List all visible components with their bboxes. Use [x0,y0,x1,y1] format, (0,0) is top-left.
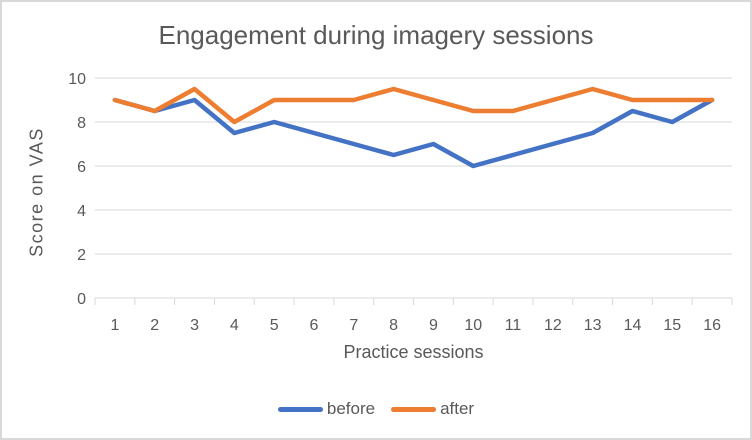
y-tick-label: 10 [68,71,86,88]
y-tick-label: 4 [77,203,86,220]
legend: before after [2,398,750,420]
x-tick-label: 16 [703,317,721,334]
y-tick-label: 8 [77,115,86,132]
x-tick-label: 13 [584,317,602,334]
x-tick-label: 7 [349,317,358,334]
x-tick-label: 1 [110,317,119,334]
x-tick-label: 15 [663,317,681,334]
x-tick-label: 3 [190,317,199,334]
x-tick-label: 14 [624,317,642,334]
after-series-swatch [391,406,437,412]
x-tick-label: 12 [544,317,562,334]
legend-item-before: before [277,399,376,419]
y-axis-title: Score on VAS [26,127,47,257]
y-tick-label: 6 [77,159,86,176]
series-line-before [112,97,715,169]
x-tick-label: 8 [389,317,398,334]
x-tick-label: 9 [429,317,438,334]
x-tick-label: 10 [464,317,482,334]
before-series-swatch [277,406,323,412]
y-tick-label: 2 [77,247,86,264]
legend-item-after: after [391,399,474,419]
y-tick-label: 0 [77,291,86,308]
x-tick-label: 11 [505,317,522,334]
x-tick-label: 5 [270,317,279,334]
x-tick-label: 4 [230,317,239,334]
series-line-after [112,86,715,125]
chart-title: Engagement during imagery sessions [158,20,594,50]
x-axis-title: Practice sessions [343,342,484,362]
after-series-label: after [440,399,475,418]
before-series-label: before [326,399,376,418]
x-tick-label: 2 [150,317,159,334]
x-tick-label: 6 [310,317,319,334]
